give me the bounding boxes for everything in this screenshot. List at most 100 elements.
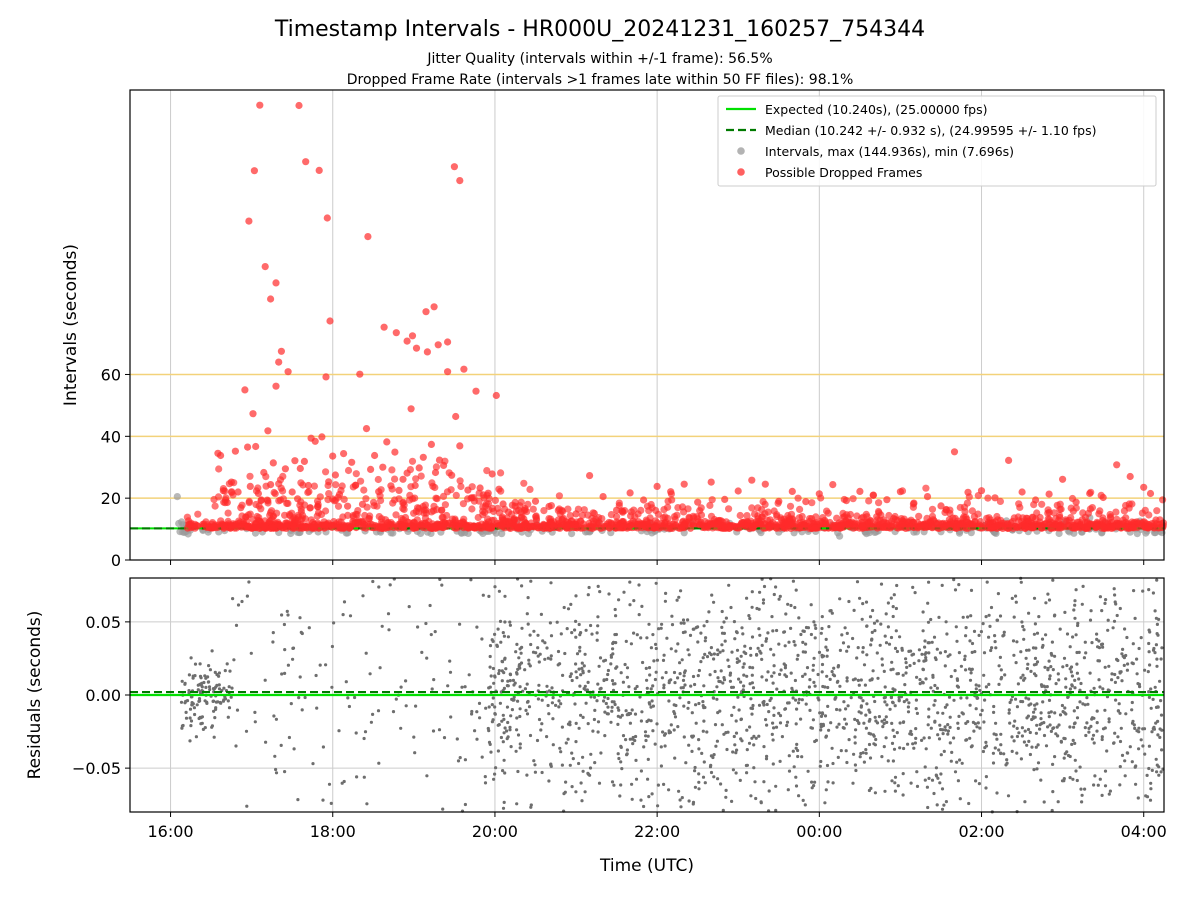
residual-point: [807, 685, 812, 689]
residual-point: [772, 671, 776, 675]
residual-point: [828, 609, 832, 613]
residual-point: [1156, 733, 1160, 737]
residual-point: [1027, 739, 1031, 744]
dropped-frame-point: [276, 522, 284, 530]
residual-point: [840, 633, 844, 637]
residual-point: [683, 683, 687, 687]
dropped-frame-point: [356, 370, 364, 378]
dropped-frame-point: [388, 466, 396, 474]
residual-point: [598, 590, 602, 594]
dropped-frame-point: [346, 523, 354, 532]
dropped-frame-point: [545, 502, 553, 511]
residual-point: [1075, 706, 1080, 710]
residual-point: [952, 736, 956, 740]
dropped-frame-point: [726, 522, 734, 531]
residual-point: [843, 626, 847, 630]
intervals-y-tick-label: 20: [101, 489, 121, 508]
residual-point: [789, 671, 793, 675]
residual-point: [730, 799, 734, 804]
residual-point: [297, 696, 301, 700]
residual-point: [859, 711, 863, 715]
residual-point: [1089, 609, 1093, 613]
residual-point: [503, 726, 507, 730]
residual-point: [954, 625, 958, 629]
residual-point: [838, 684, 842, 688]
dropped-frame-point: [354, 519, 362, 527]
residual-point: [244, 729, 249, 733]
dropped-frame-point: [294, 495, 302, 503]
residual-point: [735, 631, 739, 635]
residual-point: [977, 684, 981, 688]
residual-point: [875, 619, 879, 623]
residual-point: [493, 632, 497, 637]
residual-point: [614, 614, 618, 618]
residual-point: [932, 703, 936, 707]
residual-point: [272, 714, 276, 718]
residual-point: [966, 615, 970, 619]
residual-point: [641, 660, 645, 665]
dropped-frame-point: [427, 508, 436, 516]
residual-point: [651, 704, 656, 708]
residual-point: [1029, 669, 1033, 674]
residual-point: [947, 695, 952, 699]
residual-point: [512, 698, 516, 702]
residual-point: [715, 685, 719, 689]
residual-point: [616, 706, 620, 710]
dropped-frame-point: [1141, 506, 1149, 514]
residual-point: [895, 731, 899, 735]
residual-point: [1095, 729, 1099, 733]
residual-point: [982, 720, 986, 724]
residual-point: [193, 712, 197, 717]
dropped-frame-point: [276, 496, 285, 504]
dropped-frame-point: [916, 523, 924, 531]
residual-point: [527, 658, 531, 662]
residual-point: [1147, 690, 1151, 694]
residual-point: [520, 584, 524, 588]
residual-point: [787, 640, 791, 644]
residual-point: [1130, 700, 1134, 705]
residual-point: [1015, 726, 1019, 731]
residual-point: [298, 675, 302, 679]
residual-point: [968, 678, 973, 682]
residual-point: [901, 793, 905, 797]
residual-point: [739, 717, 743, 722]
residual-point: [1068, 776, 1072, 780]
residual-point: [791, 749, 795, 753]
residual-point: [976, 721, 980, 725]
residual-point: [184, 710, 188, 715]
residual-point: [701, 700, 705, 704]
residual-point: [591, 729, 595, 733]
residual-point: [653, 677, 658, 682]
residual-point: [1068, 667, 1072, 671]
residual-point: [662, 653, 666, 657]
residual-point: [939, 772, 943, 776]
residual-point: [365, 802, 369, 806]
residual-point: [853, 741, 857, 745]
residual-point: [279, 743, 283, 748]
residual-point: [285, 609, 289, 614]
dropped-frame-point: [795, 514, 804, 522]
dropped-frame-point: [829, 523, 838, 532]
dropped-frame-point: [452, 491, 460, 499]
residual-point: [611, 640, 616, 645]
residual-point: [845, 649, 849, 653]
residual-point: [613, 682, 617, 686]
residual-point: [184, 699, 188, 704]
residual-point: [646, 734, 650, 738]
residual-point: [516, 699, 520, 703]
residual-point: [861, 751, 865, 755]
dropped-frame-point: [391, 448, 399, 456]
residual-point: [1155, 770, 1159, 774]
residual-point: [996, 592, 1001, 596]
residual-point: [861, 699, 865, 703]
residual-point: [226, 699, 230, 703]
residual-point: [750, 712, 754, 716]
residual-point: [204, 676, 208, 680]
residual-point: [1158, 727, 1162, 731]
residual-point: [1121, 654, 1125, 658]
dropped-frame-point: [1081, 524, 1090, 533]
residual-point: [1124, 653, 1128, 658]
residual-point: [872, 742, 876, 746]
residual-point: [602, 699, 606, 703]
residual-point: [868, 615, 873, 619]
